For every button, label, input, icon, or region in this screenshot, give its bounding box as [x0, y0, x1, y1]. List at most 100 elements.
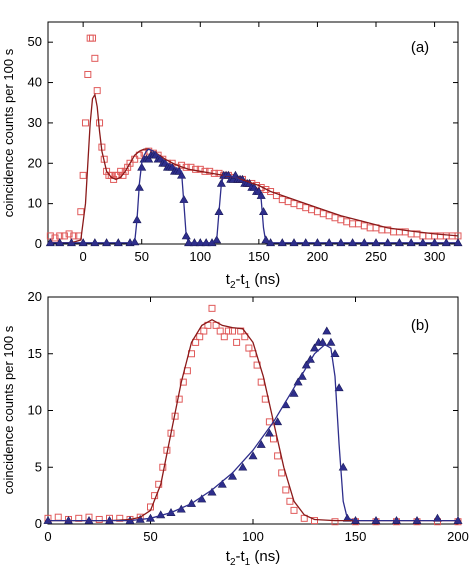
data-point-square [200, 327, 208, 335]
panel-a: 0 50 100 150 200 250 300 0 10 20 30 40 50 (a) t2-t1 … [1, 21, 463, 291]
data-point-square [179, 378, 187, 386]
data-point-square [192, 338, 200, 346]
series-0 [46, 34, 462, 242]
x-tick-label: 150 [345, 529, 367, 544]
data-point-square [325, 212, 333, 220]
data-point-square [272, 192, 280, 200]
data-point-square [360, 222, 368, 230]
data-point-square [290, 506, 298, 514]
data-point-square [95, 515, 103, 523]
y-tick-label: 0 [35, 236, 42, 251]
data-point-triangle [256, 439, 266, 448]
data-point-square [262, 186, 270, 194]
data-point-square [70, 232, 78, 240]
data-point-square [54, 513, 62, 521]
x-tick-label: 50 [134, 249, 148, 264]
x-tick-label: 50 [143, 529, 157, 544]
panel-b-series [43, 304, 463, 526]
data-point-square [65, 230, 73, 238]
data-point-square [378, 226, 386, 234]
y-tick-label: 10 [28, 403, 42, 418]
data-point-square [116, 514, 124, 522]
series-0 [44, 304, 462, 526]
y-tick-label: 20 [28, 155, 42, 170]
data-point-triangle [318, 337, 328, 346]
panel-a-ylabel: coincidence counts per 100 s [1, 48, 16, 217]
y-tick-label: 50 [28, 34, 42, 49]
data-point-square [196, 333, 204, 341]
data-point-square [419, 232, 427, 240]
x-tick-label: 200 [307, 249, 329, 264]
data-point-square [274, 452, 282, 460]
data-point-square [284, 198, 292, 206]
data-point-square [220, 333, 228, 341]
x-tick-label: 250 [365, 249, 387, 264]
data-point-triangle [432, 513, 443, 522]
data-point-triangle [330, 349, 340, 358]
data-point-square [159, 463, 167, 471]
data-point-triangle [289, 388, 299, 397]
data-point-square [311, 517, 318, 525]
fit-line [48, 318, 458, 522]
x-tick-label: 150 [248, 249, 270, 264]
x-tick-label: 200 [447, 529, 469, 544]
data-point-triangle [322, 326, 332, 335]
data-point-triangle [259, 207, 269, 216]
fit-line [48, 343, 458, 522]
panel-b-ticks: 0 50 100 150 200 0 5 10 15 20 [28, 289, 469, 544]
data-point-square [343, 218, 351, 226]
data-point-square [51, 234, 59, 242]
data-point-square [124, 163, 132, 171]
data-point-square [296, 202, 304, 210]
data-point-square [91, 54, 99, 62]
panel-a-ticks: 0 50 100 150 200 250 300 0 10 20 30 40 50 [28, 22, 458, 264]
data-point-square [319, 210, 327, 218]
data-point-triangle [334, 383, 344, 392]
panel-b: 0 50 100 150 200 0 5 10 15 20 (b) t2-t1 (ns) coin… [1, 289, 469, 568]
data-point-square [84, 70, 92, 78]
data-point-square [278, 469, 286, 477]
data-point-square [175, 395, 183, 403]
panel-a-frame [47, 21, 459, 245]
x-tick-label: 0 [44, 529, 51, 544]
data-point-square [257, 378, 265, 386]
data-point-triangle [248, 451, 258, 460]
data-point-square [135, 151, 143, 159]
data-point-square [354, 220, 362, 228]
series-3 [48, 148, 458, 244]
data-point-triangle [273, 417, 283, 426]
data-point-square [313, 208, 321, 216]
series-1 [43, 326, 463, 524]
data-point-square [119, 171, 127, 179]
data-point-square [79, 171, 87, 179]
data-point-square [206, 167, 214, 175]
data-point-square [290, 200, 298, 208]
data-point-square [245, 344, 253, 352]
panel-b-xlabel: t2-t1 (ns) [226, 548, 280, 568]
y-tick-label: 0 [35, 516, 42, 531]
x-tick-label: 300 [424, 249, 446, 264]
data-point-square [86, 34, 94, 42]
data-point-square [224, 327, 232, 335]
data-point-square [249, 350, 257, 358]
panel-b-label: (b) [411, 317, 429, 334]
data-point-square [196, 165, 204, 173]
data-point-square [216, 327, 224, 335]
data-point-square [366, 224, 374, 232]
panel-a-label: (a) [411, 39, 429, 56]
data-point-square [241, 333, 249, 341]
data-point-square [282, 486, 290, 494]
data-point-square [121, 167, 129, 175]
data-point-square [117, 167, 125, 175]
data-point-square [331, 518, 339, 526]
data-point-square [93, 87, 101, 95]
data-point-square [215, 169, 223, 177]
data-point-square [270, 435, 277, 443]
data-point-square [77, 208, 85, 216]
x-tick-label: 100 [242, 529, 264, 544]
panel-a-series [45, 34, 463, 247]
data-point-square [126, 159, 134, 167]
panel-b-ylabel: coincidence counts per 100 s [1, 325, 16, 494]
series-3 [48, 343, 458, 522]
